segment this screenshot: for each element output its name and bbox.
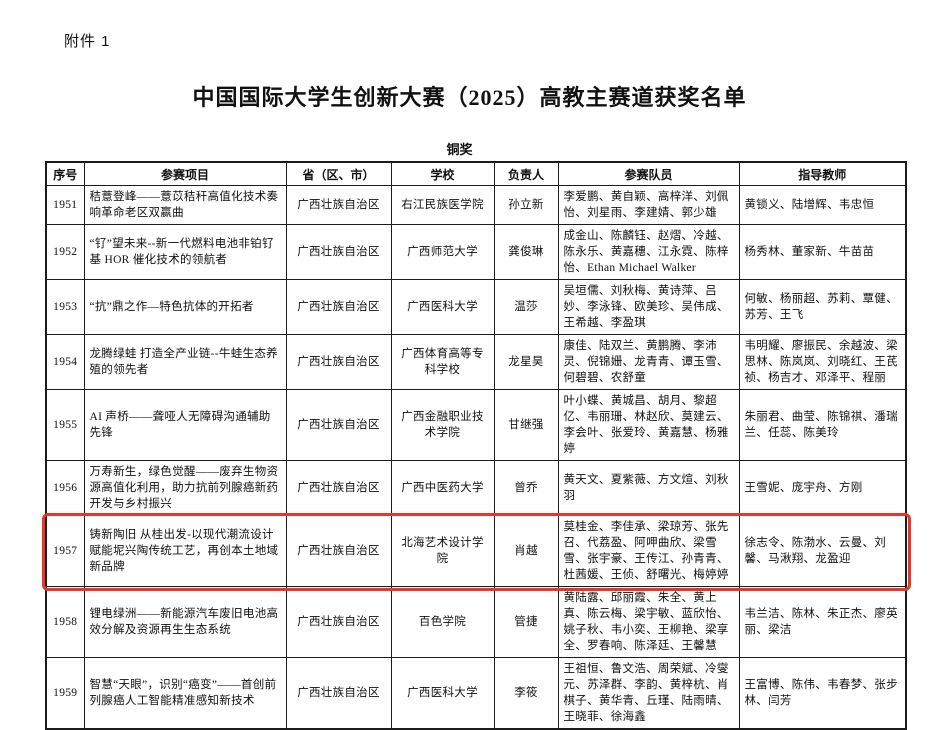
cell-team-members: 成金山、陈麟钰、赵熠、冷越、陈永乐、黄嘉穗、江永霓、陈梓怡、Ethan Mich… [557,224,740,280]
attachment-label: 附件 1 [64,33,111,50]
cell-serial-number: 1956 [45,460,85,516]
cell-serial-number: 1952 [45,224,85,280]
cell-advisors: 王富博、陈伟、韦春梦、张步林、闫芳 [738,657,907,730]
award-table: 序号 参赛项目 省（区、市） 学校 负责人 参赛队员 指导教师 1951 秸薏登峰——薏苡秸秆… [45,161,907,730]
cell-school: 广西师范大学 [390,224,495,280]
cell-province: 广西壮族自治区 [285,460,392,516]
cell-advisors: 徐志令、陈渤水、云曼、刘馨、马湫翔、龙盈迎 [738,515,907,587]
table-row: 1951 秸薏登峰——薏苡秸秆高值化技术奏响革命老区双赢曲 广西壮族自治区 右江民族医… [45,185,907,225]
cell-serial-number: 1957 [45,515,85,587]
cell-team-members: 吴垣儒、刘秋梅、黄诗萍、吕妙、李泳锋、欧美珍、吴伟成、王希越、李盈琪 [557,279,740,335]
table-row: 1956 万寿新生，绿色觉醒——废弃生物资源高值化利用，助力抗前列腺癌新药开发与乡… [45,460,907,516]
cell-province: 广西壮族自治区 [285,334,392,390]
cell-school: 广西医科大学 [390,279,495,335]
cell-province: 广西壮族自治区 [285,389,392,461]
page-title: 中国国际大学生创新大赛（2025）高教主赛道获奖名单 [192,85,747,110]
cell-leader: 李筱 [493,657,559,730]
column-header: 学校 [390,161,495,186]
cell-school: 广西体育高等专科学校 [390,334,495,390]
cell-team-members: 叶小蝶、黄城昌、胡月、黎超亿、韦丽珊、林赵欣、莫建云、李会叶、张爱玲、黄嘉慧、杨… [557,389,740,461]
cell-school: 百色学院 [390,586,495,658]
column-header: 省（区、市） [285,161,392,186]
cell-serial-number: 1954 [45,334,85,390]
cell-team-members: 李爱鹏、黄自颖、高梓洋、刘佩怡、刘星雨、李建婧、郭少雄 [557,185,740,225]
cell-leader: 孙立新 [493,185,559,225]
cell-team-members: 王祖恒、鲁文浩、周荣斌、冷燮元、苏泽群、李韵、黄梓杭、肖棋子、黄华青、丘瑾、陆雨… [557,657,740,730]
table-row: 1958 锂电绿洲——新能源汽车废旧电池高效分解及资源再生生态系统 广西壮族自治区百… [45,586,907,658]
cell-leader: 温莎 [493,279,559,335]
award-tier-label: 铜奖 [446,142,473,157]
cell-team-members: 康佳、陆双兰、黄鹏腾、李沛灵、倪锦姗、龙青青、谭玉雪、何碧碧、农舒童 [557,334,740,390]
cell-leader: 肖越 [493,515,559,587]
column-header: 指导教师 [738,161,907,186]
cell-team-members: 黄陆露、邱丽霞、朱全、黄上真、陈云梅、梁宇敏、蓝欣怡、姚子秋、韦小奕、王柳艳、梁… [557,586,740,658]
cell-serial-number: 1955 [45,389,85,461]
cell-advisors: 韦明耀、廖振民、余越波、梁思林、陈岚岚、刘晓红、王芪祯、杨吉才、邓泽平、程丽 [738,334,907,390]
cell-advisors: 朱丽君、曲莹、陈锦祺、潘瑞兰、任蕊、陈美玲 [738,389,907,461]
cell-school: 右江民族医学院 [390,185,495,225]
cell-leader: 甘继强 [493,389,559,461]
table-row: 1954 龙腾绿蛙 打造全产业链--牛蛙生态养殖的领先者 广西壮族自治区 广西体育高等… [45,334,907,390]
cell-project-name: 秸薏登峰——薏苡秸秆高值化技术奏响革命老区双赢曲 [83,185,287,225]
table-row: 1952 “钌”望未来--新一代燃料电池非铂钌基 HOR 催化技术的领航者 广西壮族… [45,224,907,280]
cell-advisors: 何敏、杨丽超、苏莉、覃健、苏芳、王飞 [738,279,907,335]
cell-leader: 龚俊琳 [493,224,559,280]
cell-serial-number: 1958 [45,586,85,658]
cell-province: 广西壮族自治区 [285,657,392,730]
table-row: 1953 “抗”鼎之作—特色抗体的开拓者 广西壮族自治区 广西医科大学 温莎 吴垣儒、刘秋… [45,279,907,335]
cell-province: 广西壮族自治区 [285,586,392,658]
award-table-container: 序号 参赛项目 省（区、市） 学校 负责人 参赛队员 指导教师 1951 秸薏登峰——薏苡秸秆… [42,161,911,730]
cell-province: 广西壮族自治区 [285,515,392,587]
cell-school: 广西医科大学 [390,657,495,730]
cell-project-name: 智慧“天眼”，识别“癌变”——首创前列腺癌人工智能精准感知新技术 [83,657,287,730]
cell-project-name: “抗”鼎之作—特色抗体的开拓者 [83,279,287,335]
cell-serial-number: 1951 [45,185,85,225]
cell-leader: 龙星昊 [493,334,559,390]
cell-project-name: 万寿新生，绿色觉醒——废弃生物资源高值化利用，助力抗前列腺癌新药开发与乡村振兴 [83,460,287,516]
cell-advisors: 王雪妮、庞宇舟、方刚 [738,460,907,516]
cell-province: 广西壮族自治区 [285,185,392,225]
table-header-row: 序号 参赛项目 省（区、市） 学校 负责人 参赛队员 指导教师 [45,161,907,186]
cell-advisors: 杨秀林、董家新、牛苗苗 [738,224,907,280]
table-row: 1957 铸新陶旧 从桂出发-以现代潮流设计赋能坭兴陶传统工艺，再创本土地域新品牌… [45,515,907,587]
cell-project-name: 龙腾绿蛙 打造全产业链--牛蛙生态养殖的领先者 [83,334,287,390]
cell-school: 北海艺术设计学院 [390,515,495,587]
column-header: 参赛队员 [557,161,740,186]
table-row: 1959 智慧“天眼”，识别“癌变”——首创前列腺癌人工智能精准感知新技术 广西壮族… [45,657,907,730]
cell-school: 广西金融职业技术学院 [390,389,495,461]
cell-school: 广西中医药大学 [390,460,495,516]
cell-province: 广西壮族自治区 [285,224,392,280]
cell-team-members: 黄天文、夏紫薇、方文煊、刘秋羽 [557,460,740,516]
cell-province: 广西壮族自治区 [285,279,392,335]
cell-project-name: 锂电绿洲——新能源汽车废旧电池高效分解及资源再生生态系统 [83,586,287,658]
column-header: 参赛项目 [83,161,287,186]
column-header: 负责人 [493,161,559,186]
cell-leader: 曾乔 [493,460,559,516]
cell-project-name: AI 声桥——聋哑人无障碍沟通辅助先锋 [83,389,287,461]
cell-advisors: 韦兰洁、陈林、朱正杰、廖英丽、梁洁 [738,586,907,658]
cell-leader: 管捷 [493,586,559,658]
cell-team-members: 莫桂金、李佳承、梁琼芳、张先召、代荔盈、阿呷曲欣、梁雪雪、张宇豪、王传江、孙青青… [557,515,740,587]
cell-serial-number: 1953 [45,279,85,335]
cell-serial-number: 1959 [45,657,85,730]
cell-advisors: 黄锁义、陆增辉、韦忠恒 [738,185,907,225]
cell-project-name: 铸新陶旧 从桂出发-以现代潮流设计赋能坭兴陶传统工艺，再创本土地域新品牌 [83,515,287,587]
table-row: 1955 AI 声桥——聋哑人无障碍沟通辅助先锋 广西壮族自治区 广西金融职业技术学院… [45,389,907,461]
cell-project-name: “钌”望未来--新一代燃料电池非铂钌基 HOR 催化技术的领航者 [83,224,287,280]
column-header: 序号 [45,161,85,186]
